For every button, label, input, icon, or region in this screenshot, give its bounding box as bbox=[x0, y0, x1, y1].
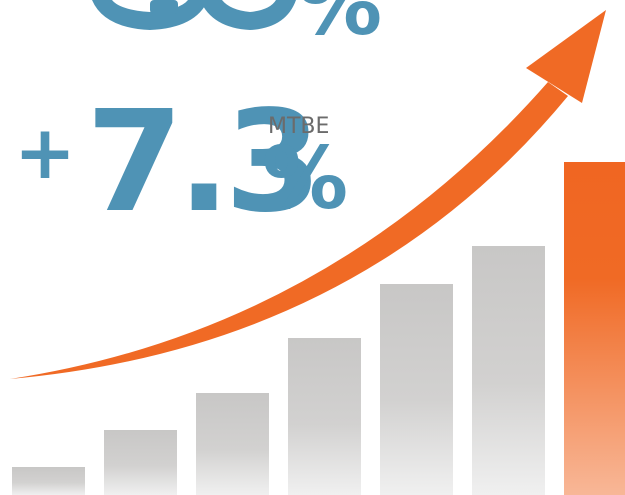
bar bbox=[196, 393, 269, 495]
bar bbox=[380, 284, 453, 495]
stat-unit: % bbox=[262, 129, 348, 229]
bar-highlight bbox=[564, 162, 625, 495]
bar bbox=[12, 467, 85, 495]
bars bbox=[12, 162, 625, 495]
bar bbox=[104, 430, 177, 495]
bar bbox=[472, 246, 545, 495]
stat-sign: + bbox=[14, 110, 76, 196]
stat-value: 7.3 bbox=[86, 81, 316, 244]
bar bbox=[288, 338, 361, 495]
stat-label: MTBE bbox=[268, 114, 329, 139]
cropped-digits bbox=[92, 0, 296, 30]
top-stat-unit: % bbox=[296, 0, 382, 55]
growth-arrow bbox=[10, 10, 606, 379]
